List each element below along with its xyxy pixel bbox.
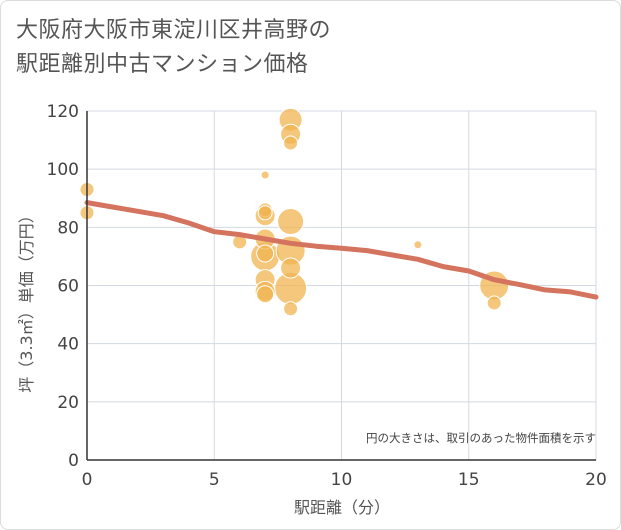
- x-tick-label: 5: [209, 470, 220, 490]
- x-tick-label: 20: [585, 470, 607, 490]
- trend-line: [84, 200, 599, 300]
- y-tick-label: 120: [47, 102, 79, 122]
- x-tick-label: 10: [331, 470, 353, 490]
- tick-labels: 0 20 40 60 80 100 120 0 5 10 15 20: [47, 102, 607, 490]
- bubble-point: [256, 244, 275, 263]
- bubble-point: [257, 205, 273, 221]
- grid-lines: [87, 110, 597, 460]
- x-tick-label: 15: [458, 470, 480, 490]
- bubble-point: [260, 170, 270, 180]
- bubble-point: [277, 208, 305, 236]
- bubble-point: [256, 285, 275, 304]
- chart-title-line2: 駅距離別中古マンション価格: [16, 52, 309, 77]
- y-tick-label: 100: [47, 160, 79, 180]
- y-tick-label: 40: [57, 335, 79, 355]
- bubbles: [79, 107, 510, 317]
- bubble-point: [283, 301, 299, 317]
- bubble-point: [486, 295, 502, 311]
- y-tick-label: 60: [57, 277, 79, 297]
- bubble-point: [413, 240, 423, 250]
- bubble-size-note: 円の大きさは、取引のあった物件面積を示す: [366, 431, 596, 445]
- trend-line-group: [84, 200, 599, 300]
- y-tick-label: 0: [68, 451, 79, 471]
- bubble-point: [283, 135, 299, 151]
- axes: [86, 111, 596, 461]
- y-axis-title: 坪（3.3㎡）単価（万円）: [17, 207, 36, 392]
- chart-title: 大阪府大阪市東淀川区井高野の 駅距離別中古マンション価格: [16, 14, 331, 82]
- bubble-point: [280, 257, 302, 279]
- x-axis-title: 駅距離（分）: [294, 498, 390, 517]
- y-tick-label: 20: [57, 393, 79, 413]
- y-tick-label: 80: [57, 218, 79, 238]
- x-tick-label: 0: [82, 470, 93, 490]
- chart-title-line1: 大阪府大阪市東淀川区井高野の: [16, 18, 332, 43]
